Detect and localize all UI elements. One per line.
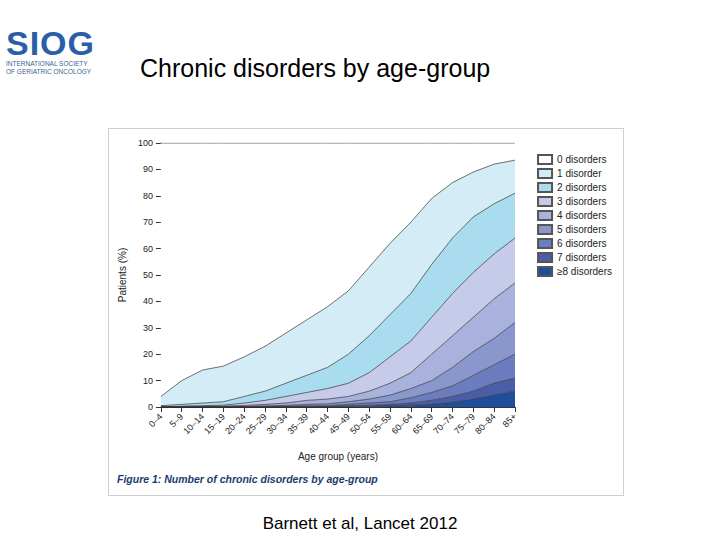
html-text:OF GERIATRIC ONCOLOGY: OF GERIATRIC ONCOLOGY	[6, 67, 92, 75]
html-text:Chronic disorders by age-group: Chronic disorders by age-group	[140, 54, 491, 82]
svg-text:4 disorders: 4 disorders	[557, 210, 606, 221]
svg-text:50: 50	[143, 270, 153, 280]
svg-text:65–69: 65–69	[410, 411, 435, 436]
html-text:INTERNATIONAL SOCIETY: INTERNATIONAL SOCIETY	[6, 60, 88, 67]
svg-text:30–34: 30–34	[265, 411, 290, 436]
svg-text:Patients (%): Patients (%)	[117, 248, 128, 302]
svg-text:40: 40	[143, 296, 153, 306]
svg-text:25–29: 25–29	[244, 411, 269, 436]
svg-text:6 disorders: 6 disorders	[557, 238, 606, 249]
svg-text:40–44: 40–44	[306, 411, 331, 436]
svg-text:80: 80	[143, 191, 153, 201]
svg-text:70–74: 70–74	[431, 411, 456, 436]
html-text:SIOG: SIOG	[6, 24, 95, 62]
svg-text:10–14: 10–14	[181, 411, 206, 436]
svg-text:20: 20	[143, 349, 153, 359]
svg-text:85+: 85+	[501, 411, 519, 429]
svg-text:≥8 disorders: ≥8 disorders	[557, 266, 612, 277]
svg-text:20–24: 20–24	[223, 411, 248, 436]
svg-text:100: 100	[138, 138, 153, 148]
svg-text:35–39: 35–39	[286, 411, 311, 436]
svg-text:80–84: 80–84	[473, 411, 498, 436]
svg-text:Age group (years): Age group (years)	[298, 451, 378, 462]
svg-text:0: 0	[148, 402, 153, 412]
svg-text:45–49: 45–49	[327, 411, 352, 436]
svg-text:5 disorders: 5 disorders	[557, 224, 606, 235]
svg-text:0 disorders: 0 disorders	[557, 154, 606, 165]
svg-text:75–79: 75–79	[452, 411, 477, 436]
svg-text:0–4: 0–4	[147, 411, 165, 429]
svg-text:10: 10	[143, 376, 153, 386]
svg-text:15–19: 15–19	[202, 411, 227, 436]
svg-text:1 disorder: 1 disorder	[557, 168, 602, 179]
html-text:Figure 1: Number of chronic di: Figure 1: Number of chronic disorders by…	[117, 473, 378, 485]
svg-text:60–64: 60–64	[390, 411, 415, 436]
svg-text:50–54: 50–54	[348, 411, 373, 436]
svg-text:90: 90	[143, 164, 153, 174]
svg-text:70: 70	[143, 217, 153, 227]
svg-text:2 disorders: 2 disorders	[557, 182, 606, 193]
html-text:Barnett et al, Lancet 2012: Barnett et al, Lancet 2012	[262, 514, 458, 533]
svg-text:5–9: 5–9	[167, 411, 186, 430]
svg-text:55–59: 55–59	[369, 411, 394, 436]
svg-text:3 disorders: 3 disorders	[557, 196, 606, 207]
svg-text:30: 30	[143, 323, 153, 333]
svg-text:7 disorders: 7 disorders	[557, 252, 606, 263]
svg-text:60: 60	[143, 244, 153, 254]
